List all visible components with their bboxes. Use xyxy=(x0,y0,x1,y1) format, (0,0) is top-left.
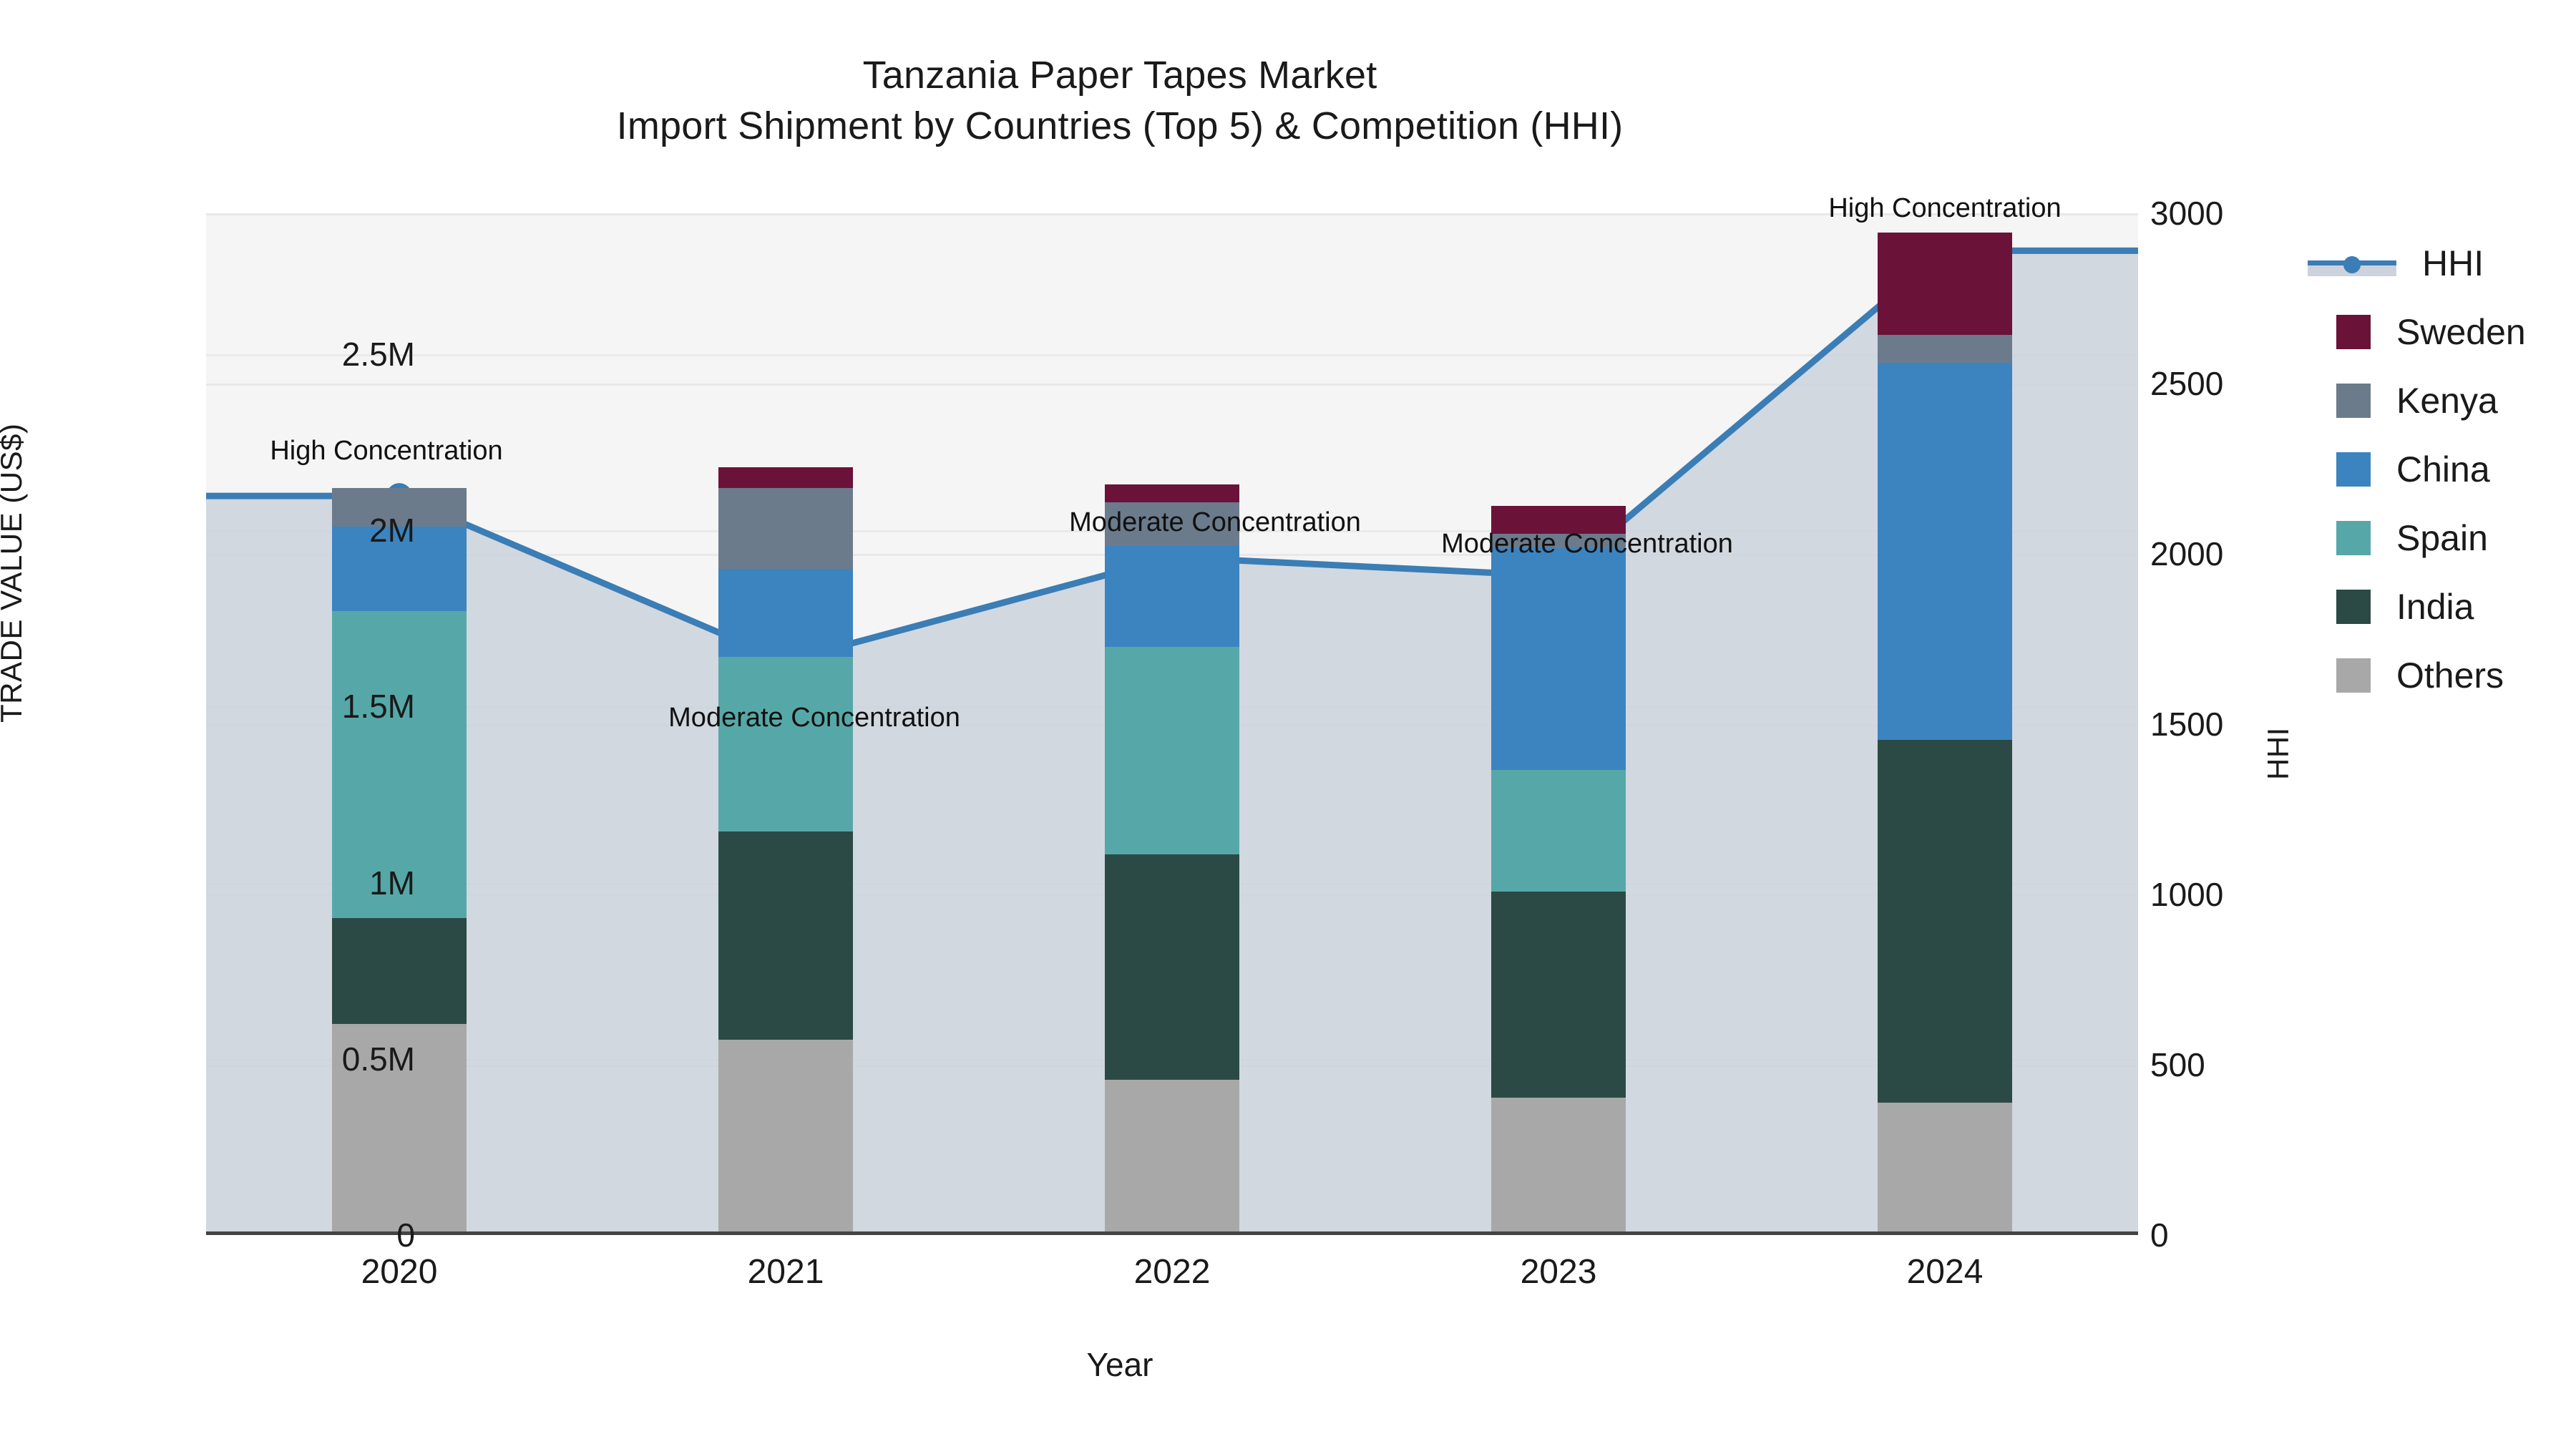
concentration-annotation-2023: Moderate Concentration xyxy=(1441,528,1733,559)
bar-segment-sweden[interactable] xyxy=(1878,233,2012,335)
bar-segment-kenya[interactable] xyxy=(1491,534,1626,548)
bar-segment-kenya[interactable] xyxy=(1105,502,1239,547)
chart-legend: HHI Sweden Kenya China Spain India Others xyxy=(2308,229,2572,710)
chart-title-line-2: Import Shipment by Countries (Top 5) & C… xyxy=(616,104,1624,148)
legend-label: Spain xyxy=(2396,518,2488,558)
legend-label: HHI xyxy=(2422,243,2484,283)
legend-label: China xyxy=(2396,449,2490,489)
plot-area xyxy=(206,213,2138,1235)
legend-swatch-icon xyxy=(2336,315,2371,349)
bar-segment-india[interactable] xyxy=(1105,854,1239,1080)
legend-swatch-icon xyxy=(2336,384,2371,418)
chart-title-line-1: Tanzania Paper Tapes Market xyxy=(862,54,1377,97)
bar-group-2024[interactable] xyxy=(1878,213,2012,1235)
bar-segment-others[interactable] xyxy=(1105,1080,1239,1235)
legend-item-others[interactable]: Others xyxy=(2308,641,2572,710)
legend-item-spain[interactable]: Spain xyxy=(2308,504,2572,572)
bar-segment-spain[interactable] xyxy=(718,657,853,832)
legend-label: Sweden xyxy=(2396,312,2526,352)
y-tick-right-1500: 1500 xyxy=(2150,706,2224,743)
bar-segment-china[interactable] xyxy=(1491,547,1626,771)
bar-group-2020[interactable] xyxy=(332,213,467,1235)
bar-segment-china[interactable] xyxy=(1105,546,1239,647)
y-tick-right-2000: 2000 xyxy=(2150,535,2224,572)
y-axis-label-right: HHI xyxy=(2261,727,2295,780)
bar-group-2021[interactable] xyxy=(718,213,853,1235)
x-tick-2021: 2021 xyxy=(747,1253,824,1291)
bar-segment-china[interactable] xyxy=(718,569,853,658)
legend-label: Others xyxy=(2396,655,2504,696)
legend-swatch-icon xyxy=(2336,452,2371,487)
y-tick-right-2500: 2500 xyxy=(2150,365,2224,402)
bar-segment-kenya[interactable] xyxy=(718,488,853,570)
bar-segment-others[interactable] xyxy=(332,1023,467,1235)
bar-segment-spain[interactable] xyxy=(1105,646,1239,855)
gridline-right-5 xyxy=(206,213,2138,215)
x-tick-2022: 2022 xyxy=(1133,1253,1211,1291)
concentration-annotation-2022: Moderate Concentration xyxy=(1069,507,1361,537)
bar-segment-kenya[interactable] xyxy=(332,488,467,527)
bar-segment-india[interactable] xyxy=(332,917,467,1024)
bar-segment-sweden[interactable] xyxy=(1491,505,1626,535)
y-tick-left-1M: 1M xyxy=(369,864,415,902)
x-axis-line xyxy=(206,1231,2138,1235)
legend-swatch-icon xyxy=(2336,521,2371,555)
concentration-annotation-2021: Moderate Concentration xyxy=(668,702,960,733)
x-tick-2024: 2024 xyxy=(1906,1253,1984,1291)
y-tick-right-0: 0 xyxy=(2150,1216,2169,1254)
bar-segment-spain[interactable] xyxy=(332,611,467,918)
bar-segment-india[interactable] xyxy=(1878,740,2012,1103)
y-tick-left-2.5M: 2.5M xyxy=(341,335,415,373)
x-tick-2023: 2023 xyxy=(1520,1253,1597,1291)
bar-group-2022[interactable] xyxy=(1105,213,1239,1235)
legend-item-china[interactable]: China xyxy=(2308,435,2572,504)
y-tick-left-1.5M: 1.5M xyxy=(341,688,415,726)
y-tick-left-2M: 2M xyxy=(369,512,415,550)
y-tick-left-0.5M: 0.5M xyxy=(341,1040,415,1078)
legend-label: India xyxy=(2396,587,2474,627)
x-axis-label: Year xyxy=(1086,1346,1153,1383)
chart-title: Tanzania Paper Tapes Market Import Shipm… xyxy=(0,50,2240,152)
y-tick-right-3000: 3000 xyxy=(2150,195,2224,232)
concentration-annotation-2024: High Concentration xyxy=(1828,193,2062,224)
legend-line-icon xyxy=(2308,246,2396,280)
bar-segment-others[interactable] xyxy=(1491,1097,1626,1235)
bar-segment-others[interactable] xyxy=(1878,1103,2012,1235)
legend-item-hhi[interactable]: HHI xyxy=(2308,229,2572,298)
legend-label: Kenya xyxy=(2396,381,2498,421)
y-axis-label-left: TRADE VALUE (US$) xyxy=(0,423,28,723)
legend-swatch-icon xyxy=(2336,658,2371,693)
bar-group-2023[interactable] xyxy=(1491,213,1626,1235)
y-tick-right-500: 500 xyxy=(2150,1046,2205,1083)
legend-swatch-icon xyxy=(2336,590,2371,624)
x-tick-2020: 2020 xyxy=(361,1253,438,1291)
legend-item-kenya[interactable]: Kenya xyxy=(2308,366,2572,435)
bar-segment-sweden[interactable] xyxy=(1105,484,1239,502)
bar-segment-kenya[interactable] xyxy=(1878,334,2012,364)
y-tick-right-1000: 1000 xyxy=(2150,876,2224,913)
bar-segment-china[interactable] xyxy=(332,527,467,612)
bar-segment-india[interactable] xyxy=(718,831,853,1040)
gridline-left-4 xyxy=(206,353,2138,356)
legend-item-india[interactable]: India xyxy=(2308,572,2572,641)
bar-segment-sweden[interactable] xyxy=(718,467,853,489)
bar-segment-others[interactable] xyxy=(718,1039,853,1235)
y-tick-left-0: 0 xyxy=(396,1216,415,1254)
bar-segment-china[interactable] xyxy=(1878,363,2012,741)
legend-item-sweden[interactable]: Sweden xyxy=(2308,298,2572,366)
bar-segment-india[interactable] xyxy=(1491,891,1626,1098)
concentration-annotation-2020: High Concentration xyxy=(270,436,503,467)
bar-segment-spain[interactable] xyxy=(1491,770,1626,892)
gridline-right-4 xyxy=(206,384,2138,386)
